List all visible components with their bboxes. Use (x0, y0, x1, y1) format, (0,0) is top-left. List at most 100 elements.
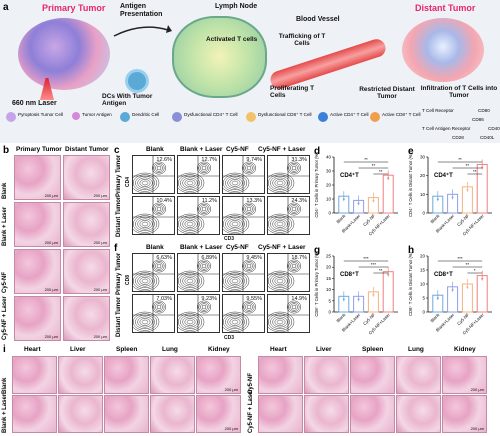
organ-header: Kidney (454, 346, 476, 353)
contour-line (229, 277, 241, 285)
contour-line (290, 205, 298, 213)
contour-plot (268, 295, 309, 332)
organ-header: Lung (408, 346, 424, 353)
contour-line (227, 316, 243, 328)
restricted-label: Restricted Distant Tumor (359, 86, 415, 100)
legend-item: Active CD4⁺ T Cell (330, 112, 369, 117)
contour-plot (133, 197, 174, 234)
contour-line (288, 203, 300, 215)
organ-he-image: 200 μm (196, 356, 241, 394)
contour-line (196, 161, 212, 175)
contour-line (270, 314, 290, 330)
organ-header: Heart (270, 346, 287, 353)
contour-line (286, 161, 302, 175)
y-tick-label: 0 (328, 310, 331, 315)
he-stain-image: 200 μm (14, 202, 61, 247)
panel-b: b Primary Tumor Distant Tumor Blank 200 μ… (0, 145, 112, 343)
contour-line (223, 213, 250, 234)
contour-line (290, 164, 298, 172)
contour-plot (178, 197, 219, 234)
col-header: Cy5-NF + Laser (258, 146, 306, 153)
flow-plot: 11.2% (177, 196, 220, 235)
data-point (387, 273, 390, 276)
dendritic-cell-icon (128, 72, 146, 90)
contour-plot (178, 156, 219, 193)
row-label: Distant Tumor (116, 296, 122, 337)
data-point (451, 196, 454, 199)
contour-line (241, 300, 257, 314)
contour-line (245, 303, 253, 311)
y-tick-label: 5 (328, 298, 331, 303)
col-header: Blank + Laser (180, 244, 223, 251)
significance-label: *** (371, 262, 377, 267)
gate-percentage: 13.3% (246, 198, 262, 204)
flow-plot: 12.7% (177, 155, 220, 194)
organ-he-image (350, 356, 395, 394)
contour-line (225, 314, 245, 330)
y-tick-label: 0 (422, 310, 425, 315)
panel-i-label: i (3, 344, 6, 355)
flow-plot: 12.6% (132, 155, 175, 194)
gate-percentage: 14.9% (291, 296, 307, 302)
gate-percentage: 9.55% (246, 296, 262, 302)
contour-line (198, 203, 210, 215)
lymph-node-title: Lymph Node (215, 3, 258, 10)
contour-line (133, 174, 158, 192)
bar (476, 163, 488, 214)
panel-c-label: c (114, 145, 120, 156)
contour-line (227, 218, 243, 230)
contour-line (243, 301, 255, 313)
contour-line (231, 278, 239, 284)
col-header: Blank + Laser (180, 146, 223, 153)
contour-line (227, 275, 243, 287)
contour-line (178, 172, 205, 193)
contour-line (241, 259, 257, 273)
bar (382, 271, 394, 313)
col-header: Cy5-NF + Laser (258, 244, 306, 251)
legend: Pyroptosis Tumor Cell Tumor Antigen Dend… (2, 108, 500, 142)
flow-plot: 18.7% (267, 253, 310, 292)
contour-line (272, 316, 288, 328)
distant-tumor-title: Distant Tumor (415, 3, 476, 13)
contour-line (178, 174, 203, 192)
panel-b-label: b (3, 145, 10, 156)
organ-header: Heart (24, 346, 41, 353)
organ-he-image (258, 395, 303, 433)
contour-line (243, 162, 255, 174)
contour-line (241, 202, 257, 216)
y-tick-label: 20 (326, 183, 332, 188)
contour-line (243, 203, 255, 215)
gate-percentage: 9.23% (201, 296, 217, 302)
contour-line (268, 174, 293, 192)
contour-line (274, 220, 286, 228)
proliferating-label: Proliferating T Cells (270, 85, 315, 99)
y-tick-label: 30 (326, 169, 332, 174)
flow-plot: 7.03% (132, 294, 175, 333)
legend-item: Pyroptosis Tumor Cell (18, 112, 63, 117)
contour-line (268, 272, 293, 290)
contour-line (246, 263, 252, 269)
contour-line (291, 304, 297, 310)
row-label: Cy5-NF + Laser (248, 389, 254, 433)
contour-plot (268, 197, 309, 234)
x-tick-label: Blank (335, 312, 347, 324)
contour-line (196, 202, 212, 216)
contour-line (245, 205, 253, 213)
significance-label: ** (466, 262, 470, 267)
scale-bar-label: 200 μm (224, 426, 238, 431)
contour-line (137, 275, 153, 287)
gate-percentage: 6.63% (156, 255, 172, 261)
contour-line (153, 162, 165, 174)
y-axis-label: CD8⁺ T Cells in Primary Tumor (%) (314, 251, 319, 317)
contour-line (245, 262, 253, 270)
contour-line (137, 316, 153, 328)
contour-line (268, 270, 295, 291)
y-axis-label: CD8⁺ T Cells in Distant Tumor (%) (408, 251, 413, 316)
contour-line (139, 277, 151, 285)
contour-line (272, 177, 288, 189)
legend-item: Dysfunctional CD4⁺ T Cell (184, 112, 238, 117)
contour-line (276, 221, 284, 227)
contour-line (268, 313, 293, 331)
contour-line (178, 311, 205, 332)
significance-label: *** (363, 256, 369, 261)
